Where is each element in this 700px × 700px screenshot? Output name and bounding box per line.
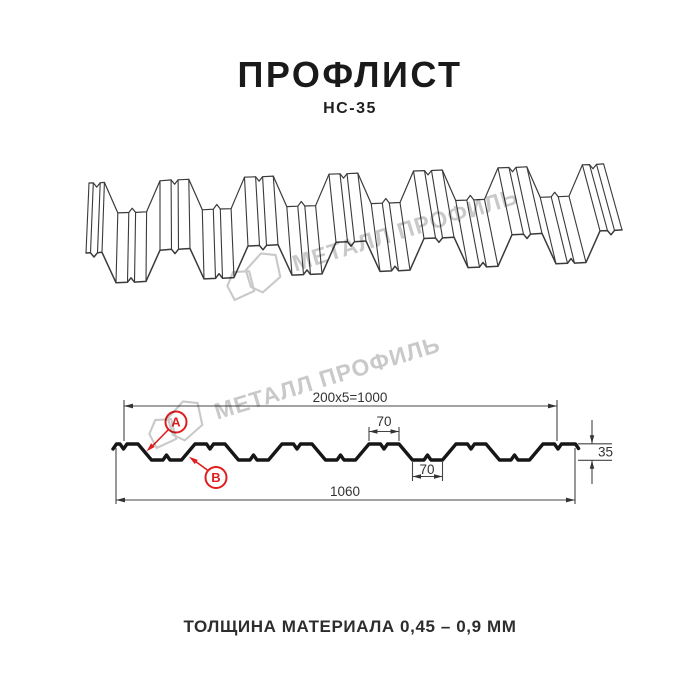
material-thickness-note: ТОЛЩИНА МАТЕРИАЛА 0,45 – 0,9 ММ [183, 617, 517, 636]
side-a-label: А [171, 415, 181, 430]
sheet-cross-section: 200x5=1000 70 70 1060 35 А В [111, 390, 613, 504]
side-b-arrowhead [189, 456, 198, 465]
side-a-callout [149, 410, 188, 450]
profile-model-subtitle: НС-35 [323, 100, 377, 117]
side-b-callout [191, 458, 228, 489]
dim-overall-width: 1060 [330, 484, 360, 499]
dim-top-flange: 70 [376, 414, 391, 429]
page-title: ПРОФЛИСТ [237, 54, 463, 95]
profile-outline [111, 442, 581, 462]
side-b-label: В [211, 470, 220, 485]
dim-module-total: 200x5=1000 [313, 390, 388, 405]
dim-height: 35 [598, 445, 613, 460]
dim-bottom-flange: 70 [419, 462, 434, 477]
sheet-3d-view [85, 163, 623, 284]
